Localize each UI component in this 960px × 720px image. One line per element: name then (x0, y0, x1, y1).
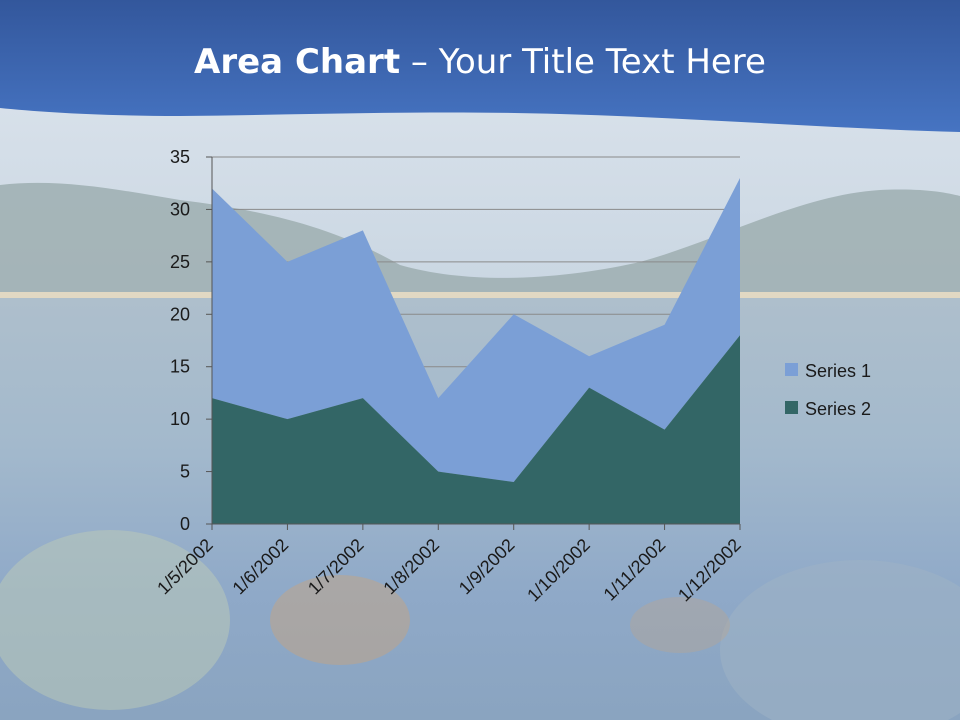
y-tick-label: 5 (180, 462, 190, 482)
x-tick-label: 1/5/2002 (153, 535, 217, 599)
y-tick-label: 20 (170, 304, 190, 324)
y-tick-label: 35 (170, 147, 190, 167)
coral-right-shape (720, 560, 960, 720)
area-series-2 (212, 335, 740, 524)
y-tick-label: 15 (170, 357, 190, 377)
y-tick-label: 0 (180, 514, 190, 534)
legend-label: Series 1 (805, 361, 871, 381)
x-tick-label: 1/7/2002 (304, 535, 368, 599)
chart-legend: Series 1 Series 2 (785, 361, 871, 419)
x-tick-label: 1/10/2002 (523, 535, 594, 606)
legend-swatch (785, 401, 798, 414)
area-series-1 (212, 177, 740, 483)
y-tick-label: 25 (170, 252, 190, 272)
y-axis-ticks: 0 5 10 15 20 25 30 35 (170, 147, 212, 534)
title-bold-text: Area Chart (194, 42, 401, 82)
title-rest-text: – Your Title Text Here (400, 42, 766, 82)
axes (211, 157, 740, 525)
x-tick-label: 1/6/2002 (229, 535, 293, 599)
x-tick-label: 1/8/2002 (379, 535, 443, 599)
fish-small-shape (630, 597, 730, 653)
fish-shape (270, 575, 410, 665)
slide-title: Area Chart – Your Title Text Here (0, 40, 960, 84)
legend-label: Series 2 (805, 399, 871, 419)
x-tick-label: 1/11/2002 (600, 535, 670, 605)
area-series (212, 177, 740, 524)
x-tick-label: 1/9/2002 (455, 535, 519, 599)
x-tick-label: 1/12/2002 (674, 535, 745, 606)
y-tick-label: 10 (170, 409, 190, 429)
header-band (0, 0, 960, 132)
legend-swatch (785, 363, 798, 376)
coral-left-shape (0, 530, 230, 710)
x-axis-ticks: 1/5/2002 1/6/2002 1/7/2002 1/8/2002 1/9/2002… (153, 524, 745, 605)
y-tick-label: 30 (170, 199, 190, 219)
